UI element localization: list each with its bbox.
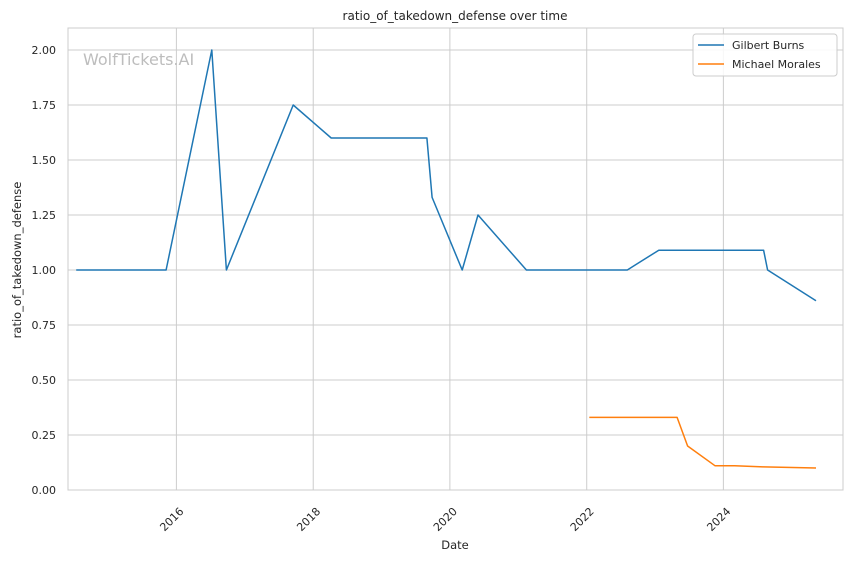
legend-box <box>692 33 838 77</box>
series-line-michael-morales <box>589 416 817 469</box>
y-tick-labels: 0.00 0.25 0.50 0.75 1.00 1.25 1.50 1.75 2.00 <box>32 44 57 497</box>
grid <box>68 28 843 491</box>
y-tick-label: 1.25 <box>32 209 57 222</box>
legend-label-gilbert-burns: Gilbert Burns <box>732 39 805 52</box>
x-axis-label: Date <box>441 538 469 552</box>
y-tick-label: 1.50 <box>32 154 57 167</box>
x-tick-label: 2018 <box>294 505 323 534</box>
x-tick-label: 2024 <box>704 505 733 534</box>
legend: Gilbert Burns Michael Morales <box>692 33 838 77</box>
y-tick-label: 0.25 <box>32 429 57 442</box>
series-lines <box>76 49 817 469</box>
legend-label-michael-morales: Michael Morales <box>732 58 821 71</box>
y-tick-label: 2.00 <box>32 44 57 57</box>
plot-area <box>68 28 843 490</box>
y-tick-label: 0.50 <box>32 374 57 387</box>
x-tick-label: 2016 <box>157 505 186 534</box>
y-tick-label: 1.75 <box>32 99 57 112</box>
y-tick-label: 1.00 <box>32 264 57 277</box>
y-tick-label: 0.75 <box>32 319 57 332</box>
y-tick-label: 0.00 <box>32 484 57 497</box>
x-tick-labels: 2016 2018 2020 2022 2024 <box>157 505 733 534</box>
chart-title: ratio_of_takedown_defense over time <box>343 9 568 23</box>
watermark: WolfTickets.AI <box>83 50 194 69</box>
plot-frame <box>67 27 844 491</box>
series-line-gilbert-burns <box>76 49 817 302</box>
y-axis-label: ratio_of_takedown_defense <box>10 182 24 339</box>
x-tick-label: 2020 <box>431 505 460 534</box>
x-tick-label: 2022 <box>568 505 597 534</box>
